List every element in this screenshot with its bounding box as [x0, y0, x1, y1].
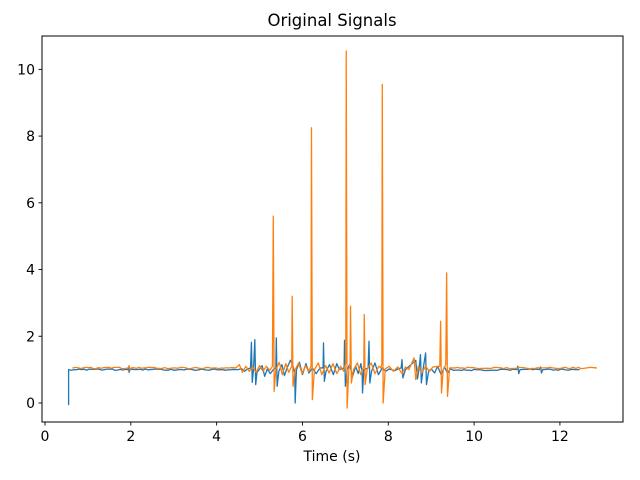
y-tick-label-3: 6: [26, 196, 35, 212]
x-tick-label-4: 8: [384, 429, 393, 445]
axis-ticks: 0 2 4 6 8 10 12 0 2 4 6 8 10: [17, 62, 569, 445]
x-tick-label-2: 4: [212, 429, 221, 445]
plot-area: [41, 35, 624, 423]
series-signal-2-line: [72, 50, 598, 409]
chart-title: Original Signals: [267, 11, 396, 30]
x-axis-label: Time (s): [303, 449, 361, 465]
y-tick-label-2: 4: [26, 263, 35, 279]
y-tick-label-0: 0: [26, 396, 35, 412]
series-layer: [67, 50, 598, 409]
x-tick-label-0: 0: [41, 429, 50, 445]
x-tick-label-3: 6: [298, 429, 307, 445]
series-signal-1-line: [67, 337, 580, 406]
x-tick-label-1: 2: [126, 429, 135, 445]
y-tick-label-4: 8: [26, 129, 35, 145]
x-tick-label-6: 12: [551, 429, 569, 445]
y-tick-label-1: 2: [26, 329, 35, 345]
x-tick-label-5: 10: [465, 429, 483, 445]
y-tick-label-5: 10: [17, 62, 35, 78]
